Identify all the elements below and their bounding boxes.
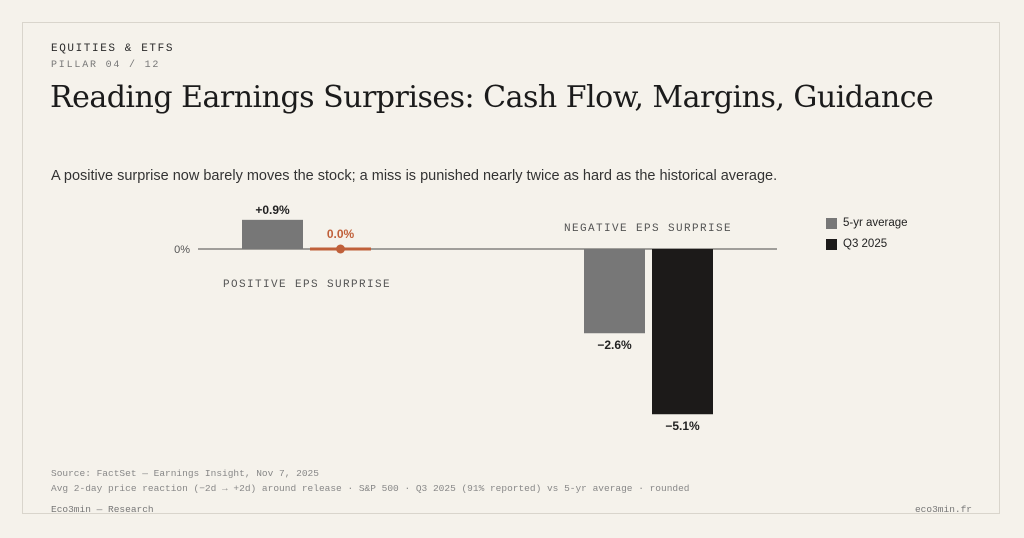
page-title: Reading Earnings Surprises: Cash Flow, M… [50,80,934,115]
card-frame [22,22,1000,514]
section-kicker: EQUITIES & ETFS [51,43,175,55]
legend-swatch-q3 [826,238,837,250]
legend-label-5yr: 5-yr average [843,217,908,229]
bar [584,249,645,334]
chart-subtitle: A positive surprise now barely moves the… [51,168,778,184]
zero-tick-label: 0% [174,244,190,256]
site-footer: eco3min.fr [914,504,972,515]
pillar-label: PILLAR 04 / 12 [51,60,161,71]
legend-label-q3: Q3 2025 [843,238,888,250]
category-label: POSITIVE EPS SURPRISE [223,279,391,291]
bar [242,219,303,249]
legend-item-5yr: 5-yr average [826,213,908,233]
category-label: NEGATIVE EPS SURPRISE [564,223,732,235]
data-label: 0.0% [327,227,355,241]
zero-value-dot [336,244,345,254]
legend-item-q3: Q3 2025 [826,234,908,254]
data-label: −5.1% [665,419,700,433]
brand-footer: Eco3min — Research [51,504,154,515]
bar [652,249,713,415]
methodology-note: Avg 2-day price reaction (−2d → +2d) aro… [51,483,690,494]
chart-legend: 5-yr average Q3 2025 [826,213,908,255]
source-note: Source: FactSet — Earnings Insight, Nov … [51,468,319,479]
legend-swatch-5yr [826,217,837,229]
data-label: +0.9% [255,203,290,217]
data-label: −2.6% [597,338,632,352]
